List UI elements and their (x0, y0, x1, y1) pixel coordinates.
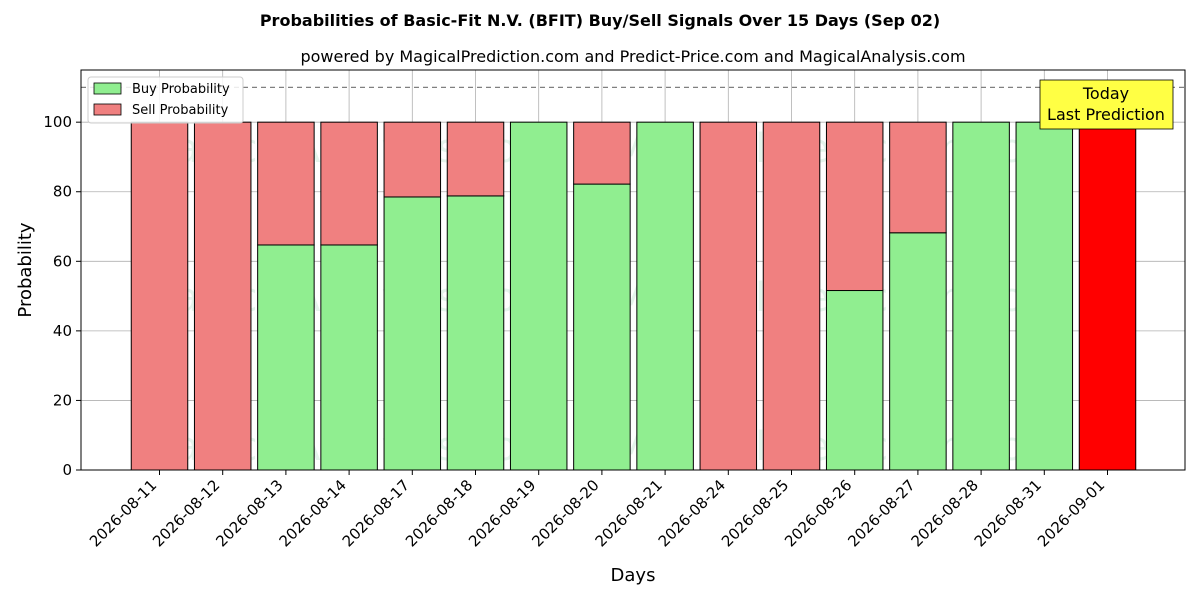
x-tick-label: 2026-08-25 (718, 476, 792, 550)
bar-buy (825, 290, 884, 471)
bar-sell (193, 121, 252, 471)
today-annotation: Today Last Prediction (1039, 79, 1174, 130)
annotation-box (1039, 79, 1174, 130)
bar-buy (446, 195, 505, 471)
bar-sell (257, 121, 315, 246)
x-tick-label: 2026-08-21 (592, 476, 666, 550)
x-axis: 2026-08-112026-08-122026-08-132026-08-14… (86, 470, 1108, 550)
legend-sell-swatch (93, 103, 122, 116)
bar-sell (762, 121, 821, 471)
chart-title: Probabilities of Basic-Fit N.V. (BFIT) B… (260, 11, 940, 30)
x-tick-label: 2026-08-18 (402, 476, 476, 550)
x-tick-label: 2026-08-24 (655, 476, 729, 550)
x-axis-label: Days (611, 565, 656, 586)
bar-sell (383, 121, 442, 198)
x-tick-label: 2026-08-14 (276, 476, 350, 550)
x-tick-label: 2026-08-28 (908, 476, 982, 550)
bar-sell (825, 121, 884, 292)
bar-sell (889, 121, 947, 234)
y-tick-label: 0 (62, 461, 72, 479)
bar-buy (952, 121, 1010, 471)
legend-buy-label: Buy Probability (132, 82, 230, 97)
chart-subtitle: powered by MagicalPrediction.com and Pre… (300, 47, 965, 66)
bar-buy (889, 232, 947, 471)
x-tick-label: 2026-08-12 (149, 476, 223, 550)
bar-sell (1078, 121, 1137, 471)
plot-frame (80, 69, 1186, 471)
y-tick-label: 100 (43, 113, 72, 131)
bar-buy (636, 121, 694, 471)
legend-sell-label: Sell Probability (132, 103, 229, 118)
bars (130, 121, 1137, 471)
x-tick-label: 2026-09-01 (1034, 476, 1108, 550)
bar-sell (699, 121, 758, 471)
x-tick-label: 2026-08-19 (465, 476, 539, 550)
bar-buy (257, 244, 315, 471)
annotation-line-2: Last Prediction (1047, 105, 1165, 124)
y-axis: 0 20 40 60 80 100 (43, 113, 81, 479)
bar-sell (320, 121, 378, 246)
y-axis-label: Probability (15, 222, 36, 317)
y-tick-label: 20 (53, 391, 72, 409)
bar-buy (573, 183, 631, 471)
bar-sell (573, 121, 631, 185)
legend-box (87, 76, 244, 124)
bar-buy (509, 121, 568, 471)
x-tick-label: 2026-08-27 (844, 476, 918, 550)
y-tick-label: 60 (53, 252, 72, 270)
x-tick-label: 2026-08-31 (971, 476, 1045, 550)
x-tick-label: 2026-08-26 (781, 476, 855, 550)
x-tick-label: 2026-08-20 (528, 476, 602, 550)
legend: Buy Probability Sell Probability (87, 76, 244, 124)
y-tick-label: 40 (53, 322, 72, 340)
bar-sell (446, 121, 505, 197)
bar-buy (1015, 121, 1074, 471)
bar-buy (383, 196, 442, 471)
annotation-line-1: Today (1082, 84, 1129, 103)
y-tick-label: 80 (53, 183, 72, 201)
bar-sell (130, 121, 189, 471)
legend-buy-swatch (93, 82, 122, 95)
x-tick-label: 2026-08-17 (339, 476, 413, 550)
x-tick-label: 2026-08-13 (212, 476, 286, 550)
bar-buy (320, 244, 378, 471)
x-tick-label: 2026-08-11 (86, 476, 160, 550)
